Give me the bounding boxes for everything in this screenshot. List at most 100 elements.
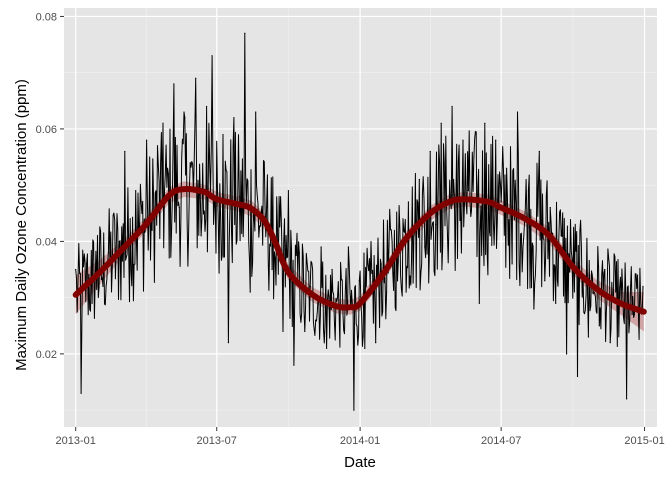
daily-point [227, 342, 230, 344]
daily-point [375, 342, 377, 344]
daily-point [222, 133, 224, 136]
daily-point [587, 336, 590, 338]
daily-point [386, 291, 388, 293]
y-tick-label: 0.06 [36, 124, 57, 136]
daily-point [495, 139, 497, 141]
daily-point [544, 280, 546, 282]
daily-point [566, 353, 568, 355]
daily-point [353, 409, 355, 411]
daily-point [358, 280, 360, 282]
daily-point [266, 207, 268, 209]
daily-point [413, 235, 415, 237]
daily-point [555, 302, 557, 304]
daily-point [571, 257, 573, 259]
daily-point [451, 105, 453, 108]
daily-point [167, 173, 170, 175]
daily-point [200, 235, 202, 237]
daily-point [135, 190, 137, 192]
x-tick-label: 2014-07 [481, 435, 521, 447]
daily-point [331, 268, 333, 271]
daily-point [598, 325, 600, 327]
daily-point [271, 268, 273, 271]
daily-point [255, 111, 257, 113]
y-tick-label: 0.04 [36, 236, 57, 248]
daily-point [211, 55, 213, 57]
daily-point [435, 223, 437, 226]
daily-point [538, 150, 540, 153]
daily-point [151, 229, 153, 231]
daily-point [75, 268, 77, 271]
daily-point [347, 246, 350, 248]
daily-point [576, 375, 579, 377]
y-axis: 0.02 0.04 0.06 0.08 [36, 11, 64, 361]
daily-point [276, 229, 279, 231]
x-tick-label: 2013-07 [197, 435, 237, 447]
daily-point [500, 201, 502, 203]
daily-point [533, 308, 535, 310]
daily-point [456, 257, 459, 259]
daily-point [478, 302, 480, 304]
daily-point [506, 167, 508, 169]
daily-point [467, 190, 470, 192]
daily-point [304, 330, 306, 332]
daily-point [195, 77, 197, 79]
daily-point [233, 117, 235, 119]
daily-point [391, 240, 393, 243]
daily-point [91, 302, 93, 304]
daily-point [424, 246, 426, 248]
daily-point [642, 285, 644, 287]
x-axis-label: Date [344, 454, 376, 471]
daily-point [238, 195, 240, 198]
daily-point [145, 139, 148, 141]
daily-point [593, 291, 595, 293]
daily-point [96, 235, 99, 237]
x-tick-label: 2013-01 [56, 435, 96, 447]
daily-point [527, 190, 530, 192]
daily-point [173, 83, 175, 85]
y-tick-label: 0.08 [36, 11, 57, 23]
daily-point [560, 235, 562, 237]
daily-point [626, 398, 628, 400]
daily-point [489, 235, 491, 237]
daily-point [85, 263, 88, 265]
daily-point [102, 285, 104, 287]
daily-point [636, 274, 639, 276]
daily-point [326, 347, 328, 349]
daily-point [429, 150, 431, 153]
daily-point [364, 347, 366, 349]
x-axis: 2013-01 2013-07 2014-01 2014-07 2015-01 [56, 427, 665, 447]
daily-point [473, 156, 475, 158]
daily-point [124, 150, 126, 153]
daily-point [315, 319, 317, 321]
daily-point [118, 240, 120, 243]
daily-point [407, 201, 410, 203]
daily-point [309, 285, 311, 287]
daily-point [249, 291, 251, 293]
daily-point [631, 313, 633, 316]
daily-point [293, 364, 295, 366]
daily-point [282, 330, 284, 332]
daily-point [206, 105, 208, 108]
daily-point [244, 32, 246, 34]
daily-point [511, 263, 513, 265]
daily-point [162, 122, 164, 124]
smooth-trend-series [72, 185, 647, 315]
daily-point [522, 246, 524, 248]
daily-point [402, 218, 404, 220]
daily-point [107, 252, 110, 254]
x-tick-label: 2015-01 [624, 435, 664, 447]
daily-point [80, 392, 82, 394]
y-axis-label: Maximum Daily Ozone Concentration (ppm) [13, 79, 30, 371]
daily-point [129, 218, 131, 220]
daily-point [380, 263, 382, 265]
daily-point [298, 252, 300, 254]
x-tick-label: 2014-01 [340, 435, 380, 447]
daily-point [396, 280, 399, 282]
daily-point [418, 178, 420, 181]
daily-point [216, 190, 219, 192]
daily-point [184, 117, 186, 119]
daily-point [615, 291, 617, 293]
daily-point [178, 207, 180, 209]
